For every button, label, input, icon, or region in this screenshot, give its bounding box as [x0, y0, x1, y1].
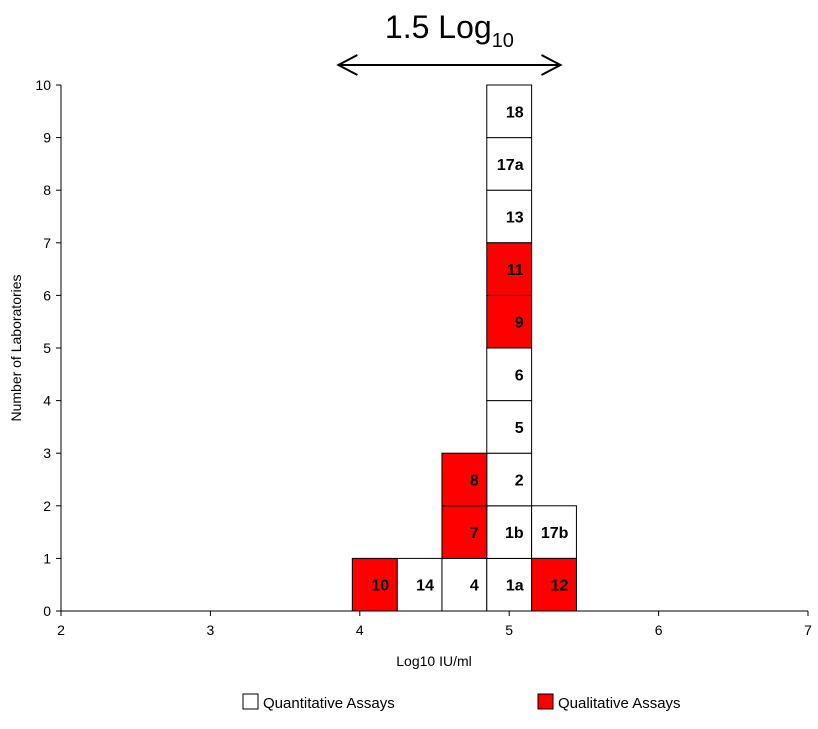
histogram-cell [486, 505, 533, 559]
range-annotation-main: 1.5 Log [385, 9, 492, 45]
legend-label: Quantitative Assays [263, 695, 395, 712]
cell-label: 17a [497, 157, 524, 174]
x-tick-label: 7 [804, 622, 812, 638]
histogram-cell [486, 84, 533, 139]
y-tick-label: 8 [43, 182, 51, 198]
y-tick-label: 6 [43, 287, 51, 303]
cell-label: 1a [506, 578, 524, 595]
histogram-cell [486, 557, 533, 612]
cell-label: 10 [371, 578, 389, 595]
histogram-cell [486, 347, 533, 402]
cell-label: 11 [507, 262, 524, 279]
histogram-cells: 14 4 1a 1b 2 5 6 13 17a 18 17b 10 7 8 9 11 12 [351, 84, 577, 612]
x-axis-title: Log10 IU/ml [396, 653, 471, 669]
range-annotation-subscript: 10 [492, 30, 514, 52]
cell-label: 14 [416, 578, 434, 595]
histogram-cell [396, 557, 443, 612]
cell-label: 13 [506, 210, 524, 227]
cell-label: 8 [470, 473, 479, 490]
cell-label: 7 [470, 525, 479, 542]
histogram-cell [486, 400, 533, 454]
y-tick-label: 0 [43, 603, 51, 619]
y-tick-label: 5 [43, 340, 51, 356]
x-tick-label: 4 [356, 622, 364, 638]
histogram-cell [531, 505, 577, 559]
cell-label: 5 [515, 420, 524, 437]
cell-label: 12 [551, 578, 569, 595]
y-tick-label: 9 [43, 130, 51, 146]
cell-label: 2 [515, 473, 524, 490]
histogram-cell [486, 294, 533, 349]
histogram-cell [441, 557, 488, 612]
y-tick-label: 1 [43, 550, 51, 566]
range-annotation: 1.5 Log10 [336, 9, 563, 76]
histogram-cell [486, 242, 533, 296]
histogram-cell [351, 557, 398, 612]
legend-swatch [242, 693, 259, 710]
x-tick-label: 6 [655, 622, 663, 638]
y-tick-label: 3 [43, 445, 51, 461]
x-tick-label: 2 [57, 622, 65, 638]
cell-label: 18 [506, 104, 524, 121]
legend-label: Qualitative Assays [558, 695, 681, 712]
x-tick-label: 5 [505, 622, 513, 638]
cell-label: 1b [505, 525, 524, 542]
y-tick-label: 7 [43, 235, 51, 251]
legend-swatch [537, 693, 554, 710]
histogram-cell [441, 452, 488, 507]
cell-label: 4 [470, 578, 479, 595]
histogram-cell [531, 557, 577, 612]
y-tick-label: 10 [35, 77, 51, 93]
histogram-cell [486, 189, 533, 244]
x-tick-label: 3 [207, 622, 215, 638]
range-annotation-label: 1.5 Log10 [385, 9, 514, 52]
range-arrow-head-left [336, 54, 358, 76]
range-arrow-head-right [541, 54, 563, 76]
histogram-cell [486, 137, 533, 191]
histogram-cell [486, 452, 533, 507]
cell-label: 6 [515, 367, 524, 384]
cell-label: 17b [541, 525, 569, 542]
histogram-cell [441, 505, 488, 559]
y-tick-label: 2 [43, 498, 51, 514]
y-tick-label: 4 [43, 393, 51, 409]
legend: Quantitative Assays Qualitative Assays [242, 693, 681, 712]
cell-label: 9 [515, 315, 524, 332]
y-axis-title: Number of Laboratories [8, 274, 24, 421]
